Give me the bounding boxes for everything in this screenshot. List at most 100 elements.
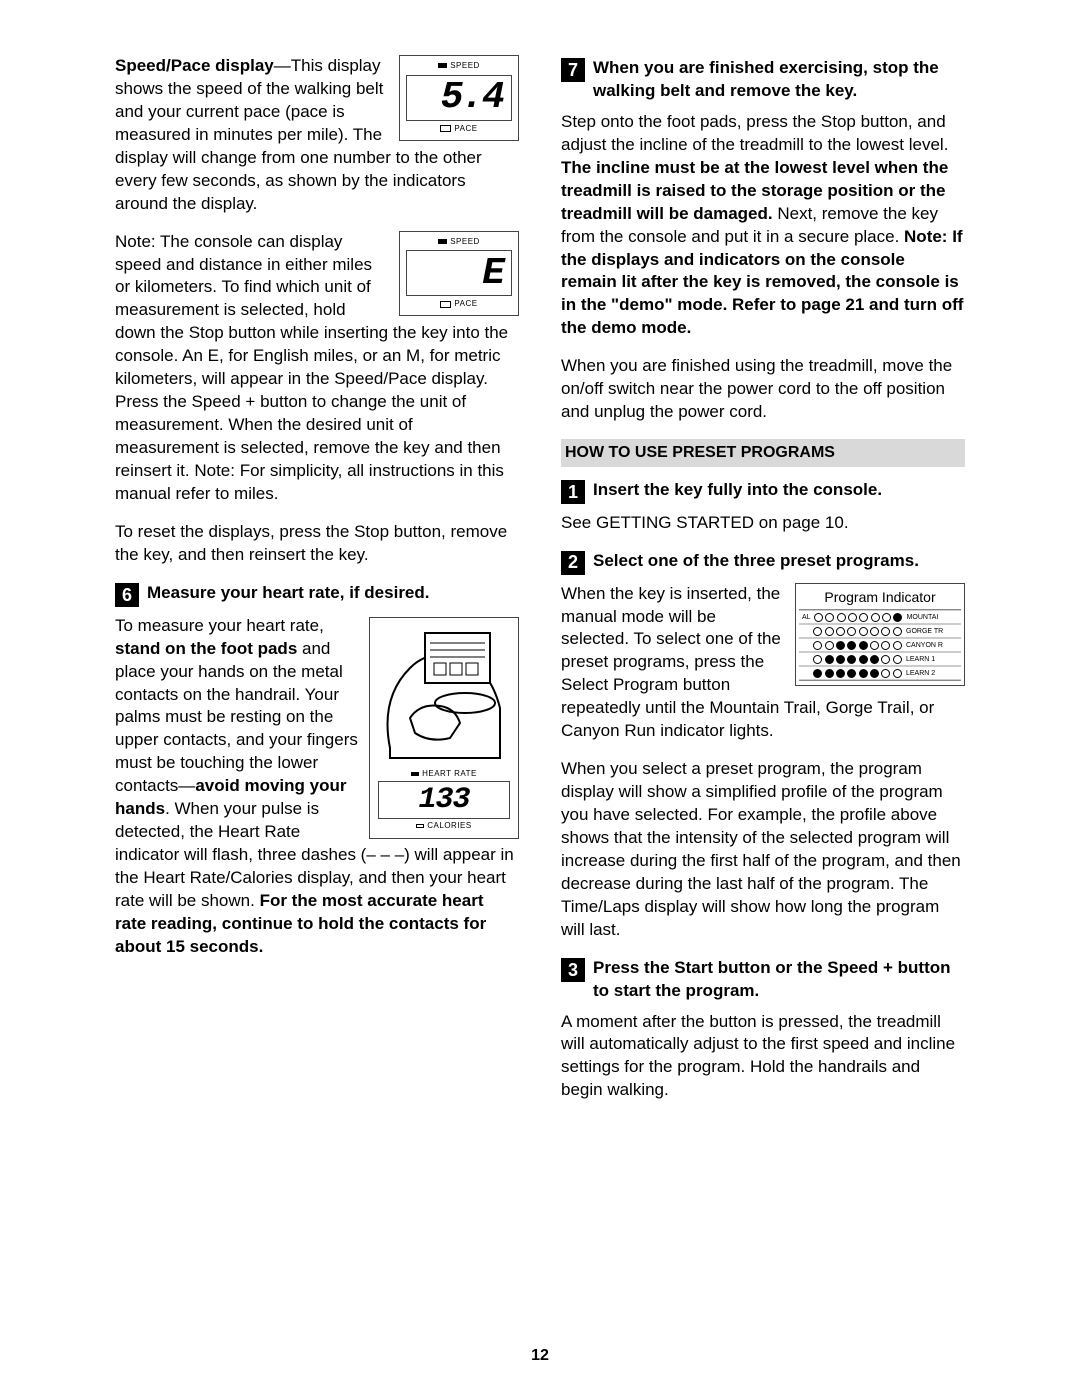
program-row-label: GORGE TR (906, 627, 943, 636)
program-row-label: LEARN 2 (906, 669, 935, 678)
program-led (870, 627, 879, 636)
program-led (847, 655, 856, 664)
step-6-number: 6 (115, 583, 139, 607)
program-led (814, 613, 823, 622)
program-led (847, 627, 856, 636)
program-indicator-title: Program Indicator (796, 588, 964, 607)
lcd2-screen: E (406, 250, 512, 296)
pstep-2-title: Select one of the three preset programs. (593, 550, 919, 573)
program-led (837, 613, 846, 622)
program-led (859, 669, 868, 678)
program-led (836, 641, 845, 650)
program-led (847, 669, 856, 678)
pstep-2-body-1: Program Indicator AL MOUNTAI GORGE TR CANYO… (561, 583, 965, 744)
program-led (859, 627, 868, 636)
program-led (893, 627, 902, 636)
program-row-label: LEARN 1 (906, 655, 935, 664)
lcd1-bot-label: PACE (406, 123, 512, 136)
left-column: SPEED 5.4 PACE Speed/Pace display—This d… (115, 55, 519, 1117)
program-led (881, 627, 890, 636)
program-led (847, 641, 856, 650)
program-led (871, 613, 880, 622)
pstep-3-head: 3 Press the Start button or the Speed + … (561, 957, 965, 1003)
step6-text-1d: avoid (195, 776, 239, 795)
unit-note-section: SPEED E PACE Note: The console can displ… (115, 231, 519, 506)
program-led (893, 655, 902, 664)
lcd2-top-label: SPEED (406, 236, 512, 249)
program-led (881, 655, 890, 664)
program-led (893, 641, 902, 650)
pstep-3-text: A moment after the button is pressed, th… (561, 1011, 965, 1103)
program-led (825, 669, 834, 678)
program-led (870, 641, 879, 650)
pstep-3-number: 3 (561, 958, 585, 982)
lcd2-bot-label: PACE (406, 298, 512, 311)
pstep-1-head: 1 Insert the key fully into the console. (561, 479, 965, 504)
page-columns: SPEED 5.4 PACE Speed/Pace display—This d… (115, 55, 965, 1117)
program-led (881, 641, 890, 650)
program-led (825, 613, 834, 622)
hr-bot-label: CALORIES (378, 821, 510, 832)
step-7-head: 7 When you are finished exercising, stop… (561, 57, 965, 103)
lcd1-top-label: SPEED (406, 60, 512, 73)
program-led (882, 613, 891, 622)
pstep-2-number: 2 (561, 551, 585, 575)
program-led (813, 655, 822, 664)
step6-text-1a: To measure your heart rate, (115, 616, 324, 635)
program-led (813, 627, 822, 636)
step-6-body: HEART RATE 133 CALORIES To measure your … (115, 615, 519, 959)
program-led (836, 669, 845, 678)
step6-text-1b: stand on the foot pads (115, 639, 297, 658)
program-led (825, 627, 834, 636)
program-led (870, 669, 879, 678)
step-7-number: 7 (561, 58, 585, 82)
pstep-2-body-2: When you select a preset program, the pr… (561, 758, 965, 942)
reset-text: To reset the displays, press the Stop bu… (115, 521, 519, 567)
program-led (836, 627, 845, 636)
hr-top-label: HEART RATE (378, 769, 510, 780)
program-led (859, 641, 868, 650)
lcd1-screen: 5.4 (406, 75, 512, 121)
program-led (825, 655, 834, 664)
step7-text-1a: Step onto the foot pads, press the Stop … (561, 112, 948, 154)
program-row: LEARN 1 (799, 652, 961, 666)
program-row: AL MOUNTAI (799, 610, 961, 624)
lcd-display-2: SPEED E PACE (399, 231, 519, 317)
step-6-head: 6 Measure your heart rate, if desired. (115, 582, 519, 607)
program-row: GORGE TR (799, 624, 961, 638)
program-row-label: MOUNTAI (907, 613, 939, 622)
program-led (859, 613, 868, 622)
note-text-2: down the Stop button while inserting the… (115, 323, 508, 503)
program-led (893, 613, 902, 622)
speed-display-section: SPEED 5.4 PACE Speed/Pace display—This d… (115, 55, 519, 216)
program-row: CANYON R (799, 638, 961, 652)
speed-display-heading: Speed/Pace display (115, 56, 274, 75)
program-led (848, 613, 857, 622)
step6-text-1c: and place your hands on the metal contac… (115, 639, 358, 796)
program-led (870, 655, 879, 664)
pstep-2-head: 2 Select one of the three preset program… (561, 550, 965, 575)
right-column: 7 When you are finished exercising, stop… (561, 55, 965, 1117)
note-text-1: Note: The console can display speed and … (115, 232, 372, 320)
program-indicator-figure: Program Indicator AL MOUNTAI GORGE TR CANYO… (795, 583, 965, 687)
program-left-label: AL (802, 613, 811, 622)
heart-rate-illustration (370, 618, 518, 763)
step-7-body-1: Step onto the foot pads, press the Stop … (561, 111, 965, 340)
program-row-label: CANYON R (906, 641, 943, 650)
program-indicator-grid: AL MOUNTAI GORGE TR CANYON R LEARN 1 LEARN 2 (799, 609, 961, 681)
lcd-display-1: SPEED 5.4 PACE (399, 55, 519, 141)
pstep-1-number: 1 (561, 480, 585, 504)
program-led (813, 641, 822, 650)
step-7-body-2: When you are finished using the treadmil… (561, 355, 965, 424)
program-led (825, 641, 834, 650)
step-6-title: Measure your heart rate, if desired. (147, 582, 430, 605)
pstep-3-title: Press the Start button or the Speed + bu… (593, 957, 965, 1003)
pstep-1-title: Insert the key fully into the console. (593, 479, 882, 502)
heart-rate-figure: HEART RATE 133 CALORIES (369, 617, 519, 840)
hr-screen: 133 (378, 781, 510, 819)
program-led (836, 655, 845, 664)
program-row: LEARN 2 (799, 666, 961, 680)
step-7-title: When you are finished exercising, stop t… (593, 57, 965, 103)
program-led (893, 669, 902, 678)
section-title: HOW TO USE PRESET PROGRAMS (561, 439, 965, 467)
